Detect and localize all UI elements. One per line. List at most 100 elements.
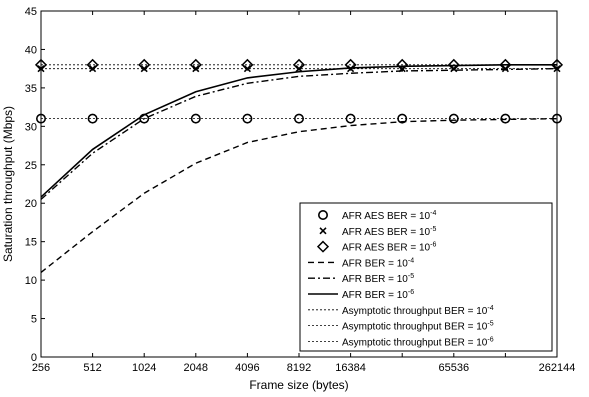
y-tick-label: 15 (25, 237, 37, 249)
legend-entry: Asymptotic throughput BER = 10-6 (308, 336, 494, 348)
data-point (553, 65, 561, 73)
x-tick-label: 512 (83, 362, 101, 374)
legend-entry: AFR AES BER = 10-5 (319, 226, 436, 238)
legend-label: AFR BER = 10-5 (342, 273, 414, 285)
series-2 (37, 65, 561, 73)
series-4 (40, 117, 558, 273)
legend-marker (316, 240, 330, 253)
x-marker-stroke (37, 65, 45, 73)
y-tick-label: 10 (25, 275, 37, 287)
data-point (345, 113, 356, 124)
series-1 (35, 113, 562, 124)
y-tick-label: 0 (31, 352, 37, 364)
x-marker-stroke (319, 227, 327, 235)
data-point (35, 113, 46, 124)
axes: 0 5 10 15 20 25 30 35 40 45 256 512 1024 2048 4096 8192… (25, 6, 576, 374)
data-point (292, 58, 306, 71)
y-tick-label: 20 (25, 198, 37, 210)
x-marker-stroke (347, 65, 355, 73)
series-line (40, 67, 558, 200)
legend-label: AFR AES BER = 10-5 (342, 226, 436, 238)
series-3 (34, 58, 564, 71)
legend-label: Asymptotic throughput BER = 10-5 (342, 321, 494, 333)
series-line (40, 64, 557, 198)
legend-marker (317, 210, 328, 221)
y-tick-label: 30 (25, 121, 37, 133)
x-tick-label: 8192 (287, 362, 311, 374)
data-point (139, 113, 150, 124)
legend-label: Asymptotic throughput BER = 10-4 (342, 305, 494, 317)
data-point (242, 113, 253, 124)
series-6 (40, 64, 557, 198)
data-point (37, 65, 45, 73)
x-tick-label: 16384 (335, 362, 366, 374)
series-line (40, 117, 558, 273)
legend-box (299, 202, 553, 352)
x-tick-label: 65536 (439, 362, 470, 374)
data-point (500, 113, 511, 124)
data-point (190, 113, 201, 124)
y-tick-label: 5 (31, 314, 37, 326)
x-tick-label: 256 (32, 362, 50, 374)
x-marker-stroke (450, 65, 458, 73)
data-point (398, 65, 406, 73)
y-tick-label: 35 (25, 83, 37, 95)
data-point (138, 58, 151, 71)
x-tick-label: 262144 (539, 362, 576, 374)
x-marker-stroke (243, 65, 251, 73)
data-point (450, 65, 458, 73)
legend-entry: AFR AES BER = 10-6 (316, 240, 436, 254)
data-point (347, 65, 355, 73)
x-marker-stroke (140, 65, 148, 73)
data-point (192, 65, 200, 73)
data-point (447, 58, 460, 71)
x-axis-label: Frame size (bytes) (249, 378, 348, 392)
x-marker-stroke (89, 65, 97, 73)
data-point (89, 65, 97, 73)
legend-label: AFR BER = 10-6 (342, 289, 414, 301)
legend-marker (319, 227, 327, 235)
x-marker-stroke (295, 65, 303, 73)
data-point (241, 58, 254, 71)
data-point (87, 113, 98, 124)
data-point (397, 113, 408, 124)
legend: AFR AES BER = 10-4 AFR AES BER = 10-5 AFR … (299, 202, 553, 352)
data-point (86, 58, 99, 71)
data-point (189, 58, 202, 71)
legend-label: Asymptotic throughput BER = 10-6 (342, 336, 494, 348)
data-point (295, 65, 303, 73)
data-point (293, 113, 304, 124)
y-tick-label: 40 (25, 44, 37, 56)
data-point (499, 58, 512, 71)
x-tick-label: 1024 (132, 362, 156, 374)
y-tick-label: 25 (25, 160, 37, 172)
legend-entry: Asymptotic throughput BER = 10-4 (308, 305, 494, 317)
data-point (344, 58, 357, 71)
data-point (550, 58, 564, 71)
legend-entry: AFR BER = 10-5 (308, 273, 414, 285)
y-tick-label: 45 (25, 6, 37, 18)
x-tick-label: 2048 (184, 362, 208, 374)
data-point (34, 58, 48, 71)
x-marker-stroke (501, 65, 509, 73)
y-axis-label: Saturation throughput (Mbps) (1, 106, 15, 262)
data-point (396, 58, 409, 71)
legend-entry: AFR BER = 10-4 (308, 257, 414, 269)
series-layer (34, 58, 564, 273)
series-5 (40, 67, 558, 200)
x-tick-label: 4096 (235, 362, 259, 374)
legend-label: AFR AES BER = 10-6 (342, 242, 436, 254)
legend-label: AFR BER = 10-4 (342, 257, 414, 269)
data-point (551, 113, 562, 124)
x-marker-stroke (192, 65, 200, 73)
data-point (140, 65, 148, 73)
legend-entry: AFR AES BER = 10-4 (317, 210, 436, 222)
x-marker-stroke (553, 65, 561, 73)
data-point (243, 65, 251, 73)
data-point (501, 65, 509, 73)
legend-entry: AFR BER = 10-6 (308, 289, 414, 301)
x-marker-stroke (398, 65, 406, 73)
data-point (448, 113, 459, 124)
